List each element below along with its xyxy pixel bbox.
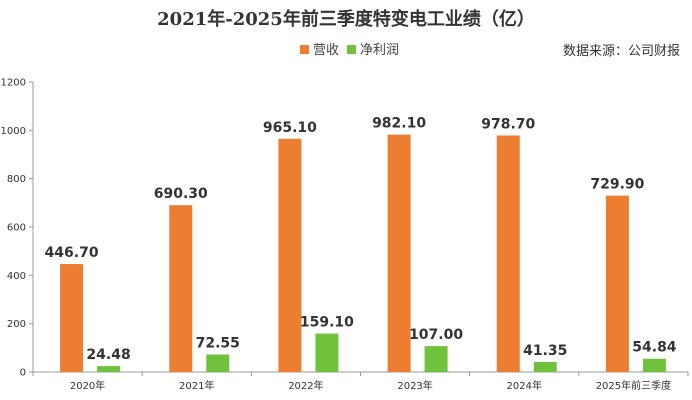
bar-revenue [169,205,193,372]
bar-revenue [387,134,411,372]
data-label-net-profit: 72.55 [196,335,240,351]
legend: 营收 净利润 [300,43,399,58]
bar-revenue [278,138,302,372]
bar-net-profit [315,333,339,372]
data-labels: 446.70 690.30 965.10 982.10 978.70 729.90 24.4… [45,116,677,363]
y-tick-label: 400 [7,271,26,282]
bar-net-profit [206,354,230,372]
x-category-label: 2020年 [70,379,105,392]
legend-swatch-net-profit [347,45,356,54]
bar-revenue [60,264,84,372]
data-label-net-profit: 41.35 [523,343,567,359]
bar-net-profit [97,366,121,372]
bar-net-profit [424,346,448,372]
bar-revenue [496,135,520,372]
x-axis: 2020年 2021年 2022年 2023年 2024年 2025年前三季度 [32,371,689,392]
x-category-label: 2022年 [288,379,323,392]
chart-title: 2021年-2025年前三季度特变电工业绩（亿） [157,8,535,30]
legend-swatch-revenue [300,45,309,54]
legend-label-revenue: 营收 [313,43,339,58]
data-label-revenue: 446.70 [45,245,99,261]
x-category-label: 2021年 [179,379,214,392]
x-category-label: 2024年 [507,379,542,392]
y-tick-label: 1200 [1,78,26,89]
x-category-label: 2023年 [397,379,432,392]
data-label-revenue: 982.10 [372,116,426,132]
data-label-net-profit: 159.10 [300,315,354,331]
data-label-net-profit: 107.00 [409,327,463,343]
data-source: 数据来源：公司财报 [563,44,680,59]
y-tick-label: 200 [7,319,26,330]
y-tick-label: 600 [7,223,26,234]
data-label-revenue: 690.30 [154,186,208,202]
y-tick-label: 1000 [1,126,26,137]
data-label-revenue: 729.90 [590,177,644,193]
x-category-label: 2025年前三季度 [596,379,671,392]
data-label-revenue: 965.10 [263,120,317,136]
legend-label-net-profit: 净利润 [360,43,399,58]
data-label-net-profit: 24.48 [86,347,130,363]
data-label-revenue: 978.70 [481,116,535,132]
data-label-net-profit: 54.84 [632,340,677,356]
bar-revenue [605,195,629,372]
bar-net-profit [642,358,666,372]
bars [60,134,666,372]
y-axis: 0 200 400 600 800 1000 1200 [1,78,34,379]
y-tick-label: 800 [7,174,26,185]
bar-net-profit [533,362,557,372]
y-tick-label: 0 [20,368,26,379]
